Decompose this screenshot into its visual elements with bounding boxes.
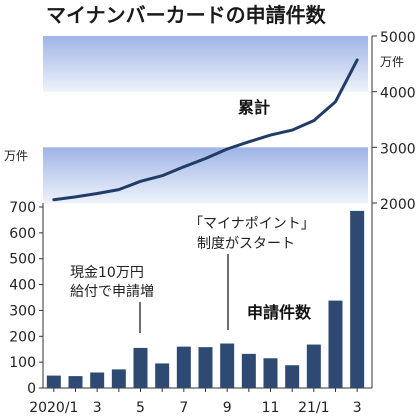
right-axis-tick-label: 2000 (380, 197, 416, 213)
bar (220, 343, 235, 388)
left-axis-tick-label: 700 (9, 200, 36, 216)
bar (133, 347, 148, 388)
left-axis-unit: 万件 (4, 149, 28, 163)
bar (306, 344, 321, 388)
line-series (52, 58, 359, 202)
bar (285, 365, 300, 388)
left-axis-tick-label: 0 (27, 381, 36, 397)
left-axis-tick-label: 200 (9, 329, 36, 345)
bar (241, 353, 256, 388)
cumulative-band-2 (43, 36, 368, 92)
x-axis-tick-label: 21/1 (298, 400, 329, 416)
bar (350, 210, 365, 388)
bar-series-label: 申請件数 (247, 303, 312, 322)
bar (263, 358, 278, 388)
annotation-cash-benefit-line2: 給付で申請増 (70, 284, 154, 300)
x-axis-tick-label: 3 (353, 400, 362, 416)
right-axis-tick-label: 5000 (380, 30, 416, 46)
cumulative-bands (43, 36, 368, 203)
right-axis-tick-label: 4000 (380, 86, 416, 102)
left-axis-tick-label: 600 (9, 226, 36, 242)
chart-title: マイナンバーカードの申請件数 (46, 3, 327, 27)
left-axis-tick-label: 300 (9, 303, 36, 319)
bar (111, 369, 126, 388)
annotation-points-line2: 制度がスタート (197, 236, 295, 252)
bar (176, 346, 191, 388)
x-axis-tick-label: 9 (223, 400, 232, 416)
x-axis: 2020/1 3 5 7 9 11 21/1 3 (29, 387, 372, 416)
annotation-cash-benefit-line1: 現金10万円 (70, 265, 144, 281)
left-axis-tick-label: 400 (9, 278, 36, 294)
annotation-points-line1: 「マイナポイント」 (189, 216, 315, 232)
bar (198, 347, 213, 388)
right-axis-unit: 万件 (380, 55, 404, 69)
bar (328, 300, 343, 388)
line-series-label: 累計 (238, 98, 270, 117)
bar (90, 372, 105, 388)
bar (68, 376, 83, 388)
right-axis: 2000 3000 4000 5000 (371, 30, 416, 388)
x-axis-tick-label: 7 (179, 400, 188, 416)
x-axis-tick-label: 2020/1 (29, 400, 78, 416)
x-axis-tick-label: 11 (262, 400, 280, 416)
bar-series (46, 210, 365, 388)
x-axis-tick-label: 3 (93, 400, 102, 416)
x-axis-tick-label: 5 (136, 400, 145, 416)
left-axis-tick-label: 100 (9, 355, 36, 371)
left-axis-tick-label: 500 (9, 252, 36, 268)
left-axis: 0 100 200 300 400 500 600 700 (9, 200, 44, 397)
bar (46, 375, 61, 388)
bar (155, 363, 170, 388)
right-axis-tick-label: 3000 (380, 141, 416, 157)
